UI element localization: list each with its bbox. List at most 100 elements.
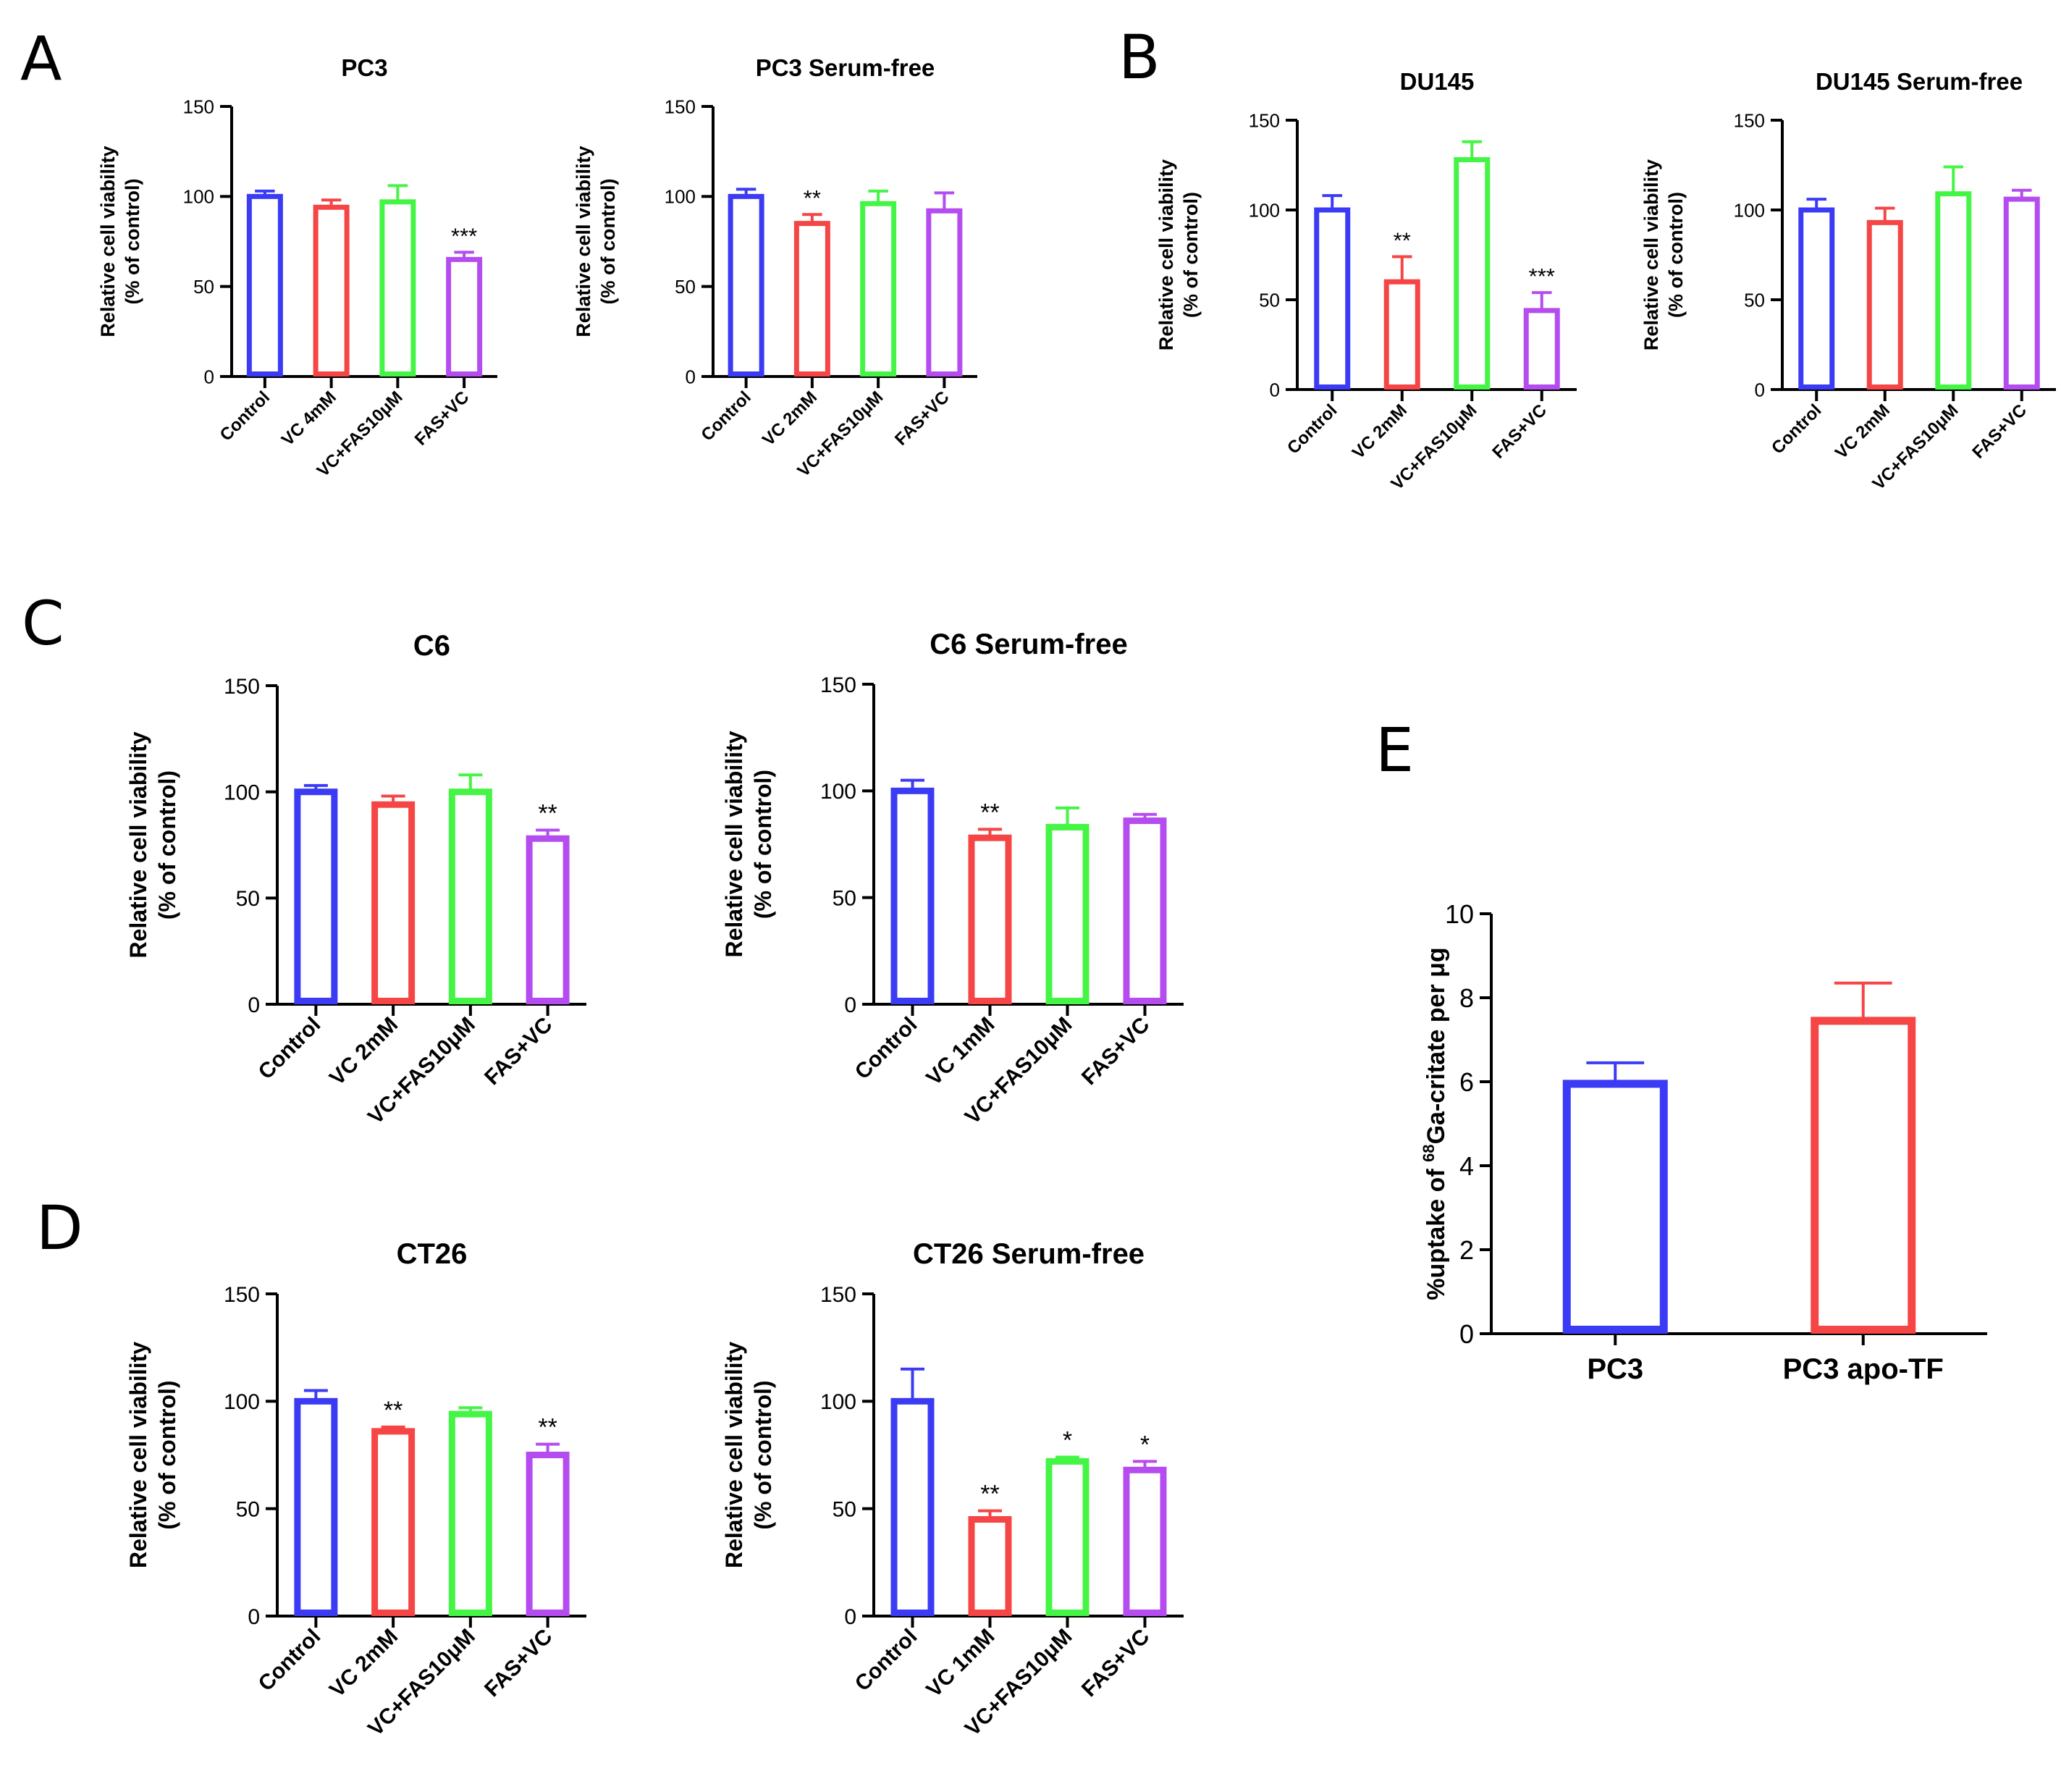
y-tick-label: 6 — [1459, 1067, 1474, 1097]
bar-vc-fas10-m — [448, 788, 492, 1004]
x-category-label: VC 2mM — [759, 387, 821, 450]
panel-label-d: D — [36, 1192, 83, 1263]
y-axis-label: Relative cell viability (% of control) — [125, 1342, 180, 1568]
chart-title: CT26 Serum-free — [913, 1238, 1145, 1270]
y-tick-label: 150 — [820, 673, 856, 697]
y-axis-label-line1: Relative cell viability — [125, 731, 151, 958]
y-tick-label: 150 — [665, 96, 696, 117]
bar-vc-2mm — [1383, 279, 1420, 390]
y-tick-label: 100 — [1734, 199, 1765, 221]
bar-vc-fas10-m — [1045, 1457, 1089, 1617]
bar-control — [294, 1397, 338, 1617]
bar-vc-fas10-m — [860, 201, 897, 377]
significance-marker: ** — [980, 1481, 999, 1508]
significance-marker: * — [1140, 1431, 1150, 1458]
y-tick-label: 150 — [224, 675, 260, 699]
y-axis-label: %uptake of 68Ga-critate per μg — [1420, 947, 1450, 1300]
y-axis-label-line2: (% of control) — [750, 1380, 776, 1529]
bar-control — [728, 193, 764, 377]
x-category-label: FAS+VC — [480, 1625, 557, 1701]
bar-vc-2mm — [1866, 219, 1903, 390]
bar-vc-4mm — [313, 204, 350, 377]
chart-title: CT26 — [397, 1238, 468, 1270]
y-axis-label-line2: (% of control) — [154, 1380, 180, 1529]
bar-control — [246, 193, 283, 377]
bar-control — [890, 1397, 935, 1617]
y-axis-label-line2: (% of control) — [154, 770, 180, 920]
bar-vc-fas10-m — [1935, 191, 1972, 390]
y-tick-label: 10 — [1445, 899, 1474, 929]
y-tick-label: 0 — [844, 1605, 856, 1629]
significance-marker: ** — [538, 799, 557, 827]
chart-title: DU145 Serum-free — [1816, 68, 2023, 95]
x-category-label: FAS+VC — [411, 387, 473, 450]
bar-fas-vc — [1523, 308, 1560, 390]
y-tick-label: 100 — [1249, 199, 1280, 221]
panel-label-a: A — [20, 23, 62, 94]
y-tick-label: 100 — [820, 780, 856, 804]
bar-vc-1mm — [968, 1516, 1012, 1616]
y-axis-label-line2: (% of control) — [1665, 192, 1687, 318]
y-tick-label: 100 — [224, 781, 260, 804]
x-category-label: VC 2mM — [1832, 400, 1894, 463]
y-tick-label: 50 — [833, 886, 856, 910]
y-tick-label: 150 — [820, 1283, 856, 1307]
x-category-label: Control — [1284, 400, 1341, 458]
bar-fas-vc — [446, 256, 483, 377]
bar-fas-vc — [1123, 1466, 1167, 1617]
x-category-label: FAS+VC — [1968, 400, 2031, 463]
y-tick-label: 100 — [820, 1390, 856, 1414]
panel-label-e: E — [1375, 715, 1414, 786]
x-category-label: VC 1mM — [922, 1013, 999, 1090]
bar-control — [890, 787, 935, 1005]
panel-label-c: C — [22, 588, 64, 659]
y-tick-label: 0 — [1755, 379, 1765, 400]
chart-8: CT26 Serum-free 0 50 100 150 Relative cell vi… — [721, 1238, 1184, 1741]
significance-marker: ** — [384, 1397, 402, 1424]
x-category-label: FAS+VC — [1077, 1013, 1154, 1090]
y-axis-label: Relative cell viability (% of control) — [721, 1342, 776, 1568]
y-tick-label: 50 — [1744, 289, 1765, 311]
significance-marker: ** — [804, 185, 821, 211]
chart-title: C6 Serum-free — [930, 628, 1127, 660]
y-tick-label: 0 — [248, 1605, 260, 1629]
y-tick-label: 8 — [1459, 983, 1474, 1013]
x-category-label: FAS+VC — [1077, 1625, 1154, 1701]
bar-vc-fas10-m — [1045, 823, 1089, 1004]
bar-vc-2mm — [371, 801, 416, 1005]
y-tick-label: 4 — [1459, 1151, 1474, 1181]
bar-pc3 — [1562, 1080, 1668, 1334]
bar-vc-2mm — [371, 1428, 416, 1617]
bar-vc-fas10-m — [379, 199, 416, 377]
bar-vc-fas10-m — [448, 1410, 492, 1616]
bar-pc3-apo-tf — [1811, 1017, 1916, 1334]
chart-title: PC3 — [341, 54, 387, 81]
chart-5: C6 0 50 100 150 Relative cell viability (% of … — [125, 630, 586, 1129]
x-category-label: Control — [216, 387, 274, 445]
y-axis-label-line1: Relative cell viability — [125, 1342, 151, 1568]
chart-title: C6 — [413, 630, 450, 662]
significance-marker: *** — [451, 223, 477, 248]
chart-2: PC3 Serum-free 0 50 100 150 Relative cell via… — [573, 54, 977, 481]
y-tick-label: 50 — [675, 276, 696, 298]
x-category-label: VC 1mM — [922, 1625, 999, 1702]
bar-fas-vc — [2003, 196, 2040, 390]
y-tick-label: 100 — [665, 186, 696, 208]
chart-6: C6 Serum-free 0 50 100 150 Relative cell viab… — [721, 628, 1184, 1129]
y-axis-label: Relative cell viability (% of control) — [125, 731, 180, 958]
y-tick-label: 50 — [833, 1497, 856, 1521]
chart-3: DU145 0 50 100 150 Relative cell viability (% … — [1155, 68, 1577, 494]
significance-marker: * — [1063, 1426, 1072, 1454]
y-tick-label: 0 — [844, 993, 856, 1017]
bar-control — [1314, 207, 1351, 390]
y-axis-label-line2: (% of control) — [597, 179, 619, 305]
y-tick-label: 0 — [686, 366, 696, 387]
significance-marker: *** — [1529, 264, 1555, 289]
bar-vc-2mm — [793, 221, 830, 377]
x-category-label: VC 2mM — [325, 1013, 402, 1090]
y-axis-label-line1: Relative cell viability — [1640, 159, 1662, 350]
bar-control — [294, 788, 338, 1004]
significance-marker: ** — [1394, 227, 1411, 253]
y-axis-label-line2: (% of control) — [750, 770, 776, 919]
